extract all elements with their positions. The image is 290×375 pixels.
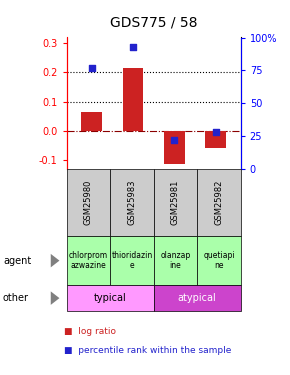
Polygon shape [51,291,59,305]
Point [89,64,94,70]
Text: GSM25980: GSM25980 [84,180,93,225]
Text: thioridazin
e: thioridazin e [111,251,153,270]
Point [213,129,218,135]
Bar [206,131,226,148]
Text: atypical: atypical [178,293,217,303]
Bar [81,112,102,131]
Text: quetiapi
ne: quetiapi ne [203,251,235,270]
Bar [123,68,143,131]
Text: ■  log ratio: ■ log ratio [64,327,116,336]
Point [131,44,135,50]
Text: ■  percentile rank within the sample: ■ percentile rank within the sample [64,346,231,355]
Text: GDS775 / 58: GDS775 / 58 [110,15,197,29]
Bar [164,131,185,164]
Text: other: other [3,293,29,303]
Text: chlorprom
azwazine: chlorprom azwazine [69,251,108,270]
Text: olanzap
ine: olanzap ine [160,251,191,270]
Point [172,137,177,143]
Text: GSM25983: GSM25983 [127,180,137,225]
Text: GSM25982: GSM25982 [214,180,224,225]
Text: GSM25981: GSM25981 [171,180,180,225]
Polygon shape [51,254,59,267]
Text: agent: agent [3,256,31,266]
Text: typical: typical [94,293,126,303]
